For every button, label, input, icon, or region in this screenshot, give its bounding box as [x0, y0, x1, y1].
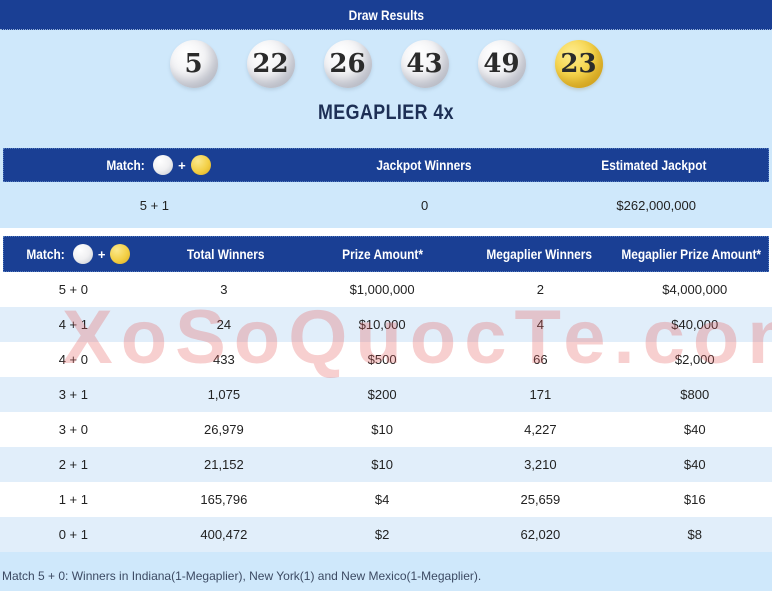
estimated-jackpot-value: $262,000,000 — [616, 197, 696, 213]
cell-prize-amount: $200 — [367, 387, 397, 402]
cell-total-winners: 24 — [216, 317, 232, 332]
cell-prize-amount: $2 — [374, 527, 390, 542]
prize-table-body: 5 + 0 3 $1,000,000 2 $4,000,000 4 + 1 24… — [0, 272, 772, 552]
cell-megaplier-winners: 3,210 — [524, 457, 557, 472]
jackpot-header-row: Match: + Jackpot Winners Estimated Jackp… — [3, 148, 769, 182]
cell-total-winners: 3 — [220, 282, 228, 297]
white-ball-1: 5 — [169, 40, 218, 88]
mega-ball: 23 — [554, 40, 603, 88]
total-winners-header: Total Winners — [186, 246, 265, 262]
footnote-text: Match 5 + 0: Winners in Indiana(1-Megapl… — [2, 569, 482, 583]
results-section: 5 22 26 43 49 23 MEGAPLIER 4x Match: + J… — [0, 30, 772, 228]
cell-match: 4 + 1 — [58, 317, 88, 332]
jackpot-match-value: 5 + 1 — [139, 197, 170, 213]
cell-match: 4 + 0 — [58, 352, 88, 367]
jackpot-winners-header: Jackpot Winners — [376, 157, 472, 173]
cell-megaplier-prize: $8 — [687, 527, 702, 542]
table-row: 4 + 0 433 $500 66 $2,000 — [0, 342, 772, 377]
white-ball-icon — [72, 244, 93, 264]
cell-total-winners: 400,472 — [200, 527, 248, 542]
white-ball-4: 43 — [400, 40, 449, 88]
table-row: 3 + 0 26,979 $10 4,227 $40 — [0, 412, 772, 447]
match-label: Match: — [26, 246, 65, 262]
cell-megaplier-winners: 25,659 — [520, 492, 561, 507]
megaplier-prize-amount-header: Megaplier Prize Amount* — [621, 246, 762, 262]
cell-total-winners: 21,152 — [203, 457, 244, 472]
estimated-jackpot-header: Estimated Jackpot — [600, 157, 706, 173]
white-ball-3: 26 — [323, 40, 372, 88]
white-ball-5: 49 — [477, 40, 526, 88]
footnote-area: Match 5 + 0: Winners in Indiana(1-Megapl… — [0, 552, 772, 591]
cell-match: 1 + 1 — [58, 492, 88, 507]
cell-prize-amount: $10 — [371, 457, 393, 472]
plus-sign: + — [178, 157, 186, 173]
cell-total-winners: 165,796 — [200, 492, 248, 507]
jackpot-values-row: 5 + 1 0 $262,000,000 — [0, 182, 772, 228]
cell-match: 5 + 0 — [58, 282, 88, 297]
white-ball-2: 22 — [246, 40, 295, 88]
jackpot-winners-value: 0 — [420, 197, 429, 213]
mega-ball-icon — [190, 155, 211, 175]
cell-megaplier-prize: $40 — [683, 457, 706, 472]
page-title: Draw Results — [348, 6, 424, 23]
cell-total-winners: 1,075 — [207, 387, 241, 402]
cell-prize-amount: $10,000 — [358, 317, 406, 332]
cell-match: 3 + 0 — [58, 422, 88, 437]
white-ball-icon — [153, 155, 174, 175]
cell-megaplier-winners: 4,227 — [524, 422, 557, 437]
cell-megaplier-prize: $800 — [680, 387, 710, 402]
table-row: 1 + 1 165,796 $4 25,659 $16 — [0, 482, 772, 517]
cell-megaplier-prize: $40,000 — [671, 317, 719, 332]
cell-match: 3 + 1 — [58, 387, 88, 402]
table-row: 2 + 1 21,152 $10 3,210 $40 — [0, 447, 772, 482]
cell-prize-amount: $4 — [374, 492, 390, 507]
table-row: 5 + 0 3 $1,000,000 2 $4,000,000 — [0, 272, 772, 307]
top-title-bar: Draw Results — [0, 0, 772, 30]
cell-match: 2 + 1 — [58, 457, 88, 472]
winning-numbers: 5 22 26 43 49 23 — [0, 40, 772, 88]
cell-prize-amount: $500 — [367, 352, 397, 367]
section-divider — [0, 228, 772, 236]
prize-table-header: Match: + Total Winners Prize Amount* Meg… — [3, 236, 769, 272]
cell-total-winners: 26,979 — [203, 422, 244, 437]
cell-megaplier-prize: $2,000 — [674, 352, 715, 367]
cell-megaplier-prize: $40 — [683, 422, 706, 437]
megaplier-label: MEGAPLIER 4x — [317, 101, 455, 124]
cell-megaplier-winners: 66 — [533, 352, 548, 367]
cell-megaplier-winners: 2 — [536, 282, 544, 297]
table-row: 0 + 1 400,472 $2 62,020 $8 — [0, 517, 772, 552]
cell-megaplier-winners: 4 — [536, 317, 544, 332]
cell-match: 0 + 1 — [58, 527, 88, 542]
plus-sign: + — [97, 246, 106, 262]
table-row: 4 + 1 24 $10,000 4 $40,000 — [0, 307, 772, 342]
mega-ball-icon — [110, 244, 131, 264]
table-row: 3 + 1 1,075 $200 171 $800 — [0, 377, 772, 412]
cell-megaplier-winners: 62,020 — [520, 527, 561, 542]
cell-megaplier-prize: $4,000,000 — [662, 282, 728, 297]
megaplier-winners-header: Megaplier Winners — [485, 246, 592, 262]
prize-amount-header: Prize Amount* — [341, 246, 423, 262]
match-label: Match: — [106, 157, 145, 173]
cell-total-winners: 433 — [213, 352, 235, 367]
cell-prize-amount: $1,000,000 — [349, 282, 415, 297]
cell-megaplier-prize: $16 — [683, 492, 706, 507]
match-column-header: Match: + — [4, 244, 149, 264]
jackpot-match-header: Match: + — [4, 155, 310, 175]
cell-prize-amount: $10 — [371, 422, 393, 437]
cell-megaplier-winners: 171 — [529, 387, 552, 402]
